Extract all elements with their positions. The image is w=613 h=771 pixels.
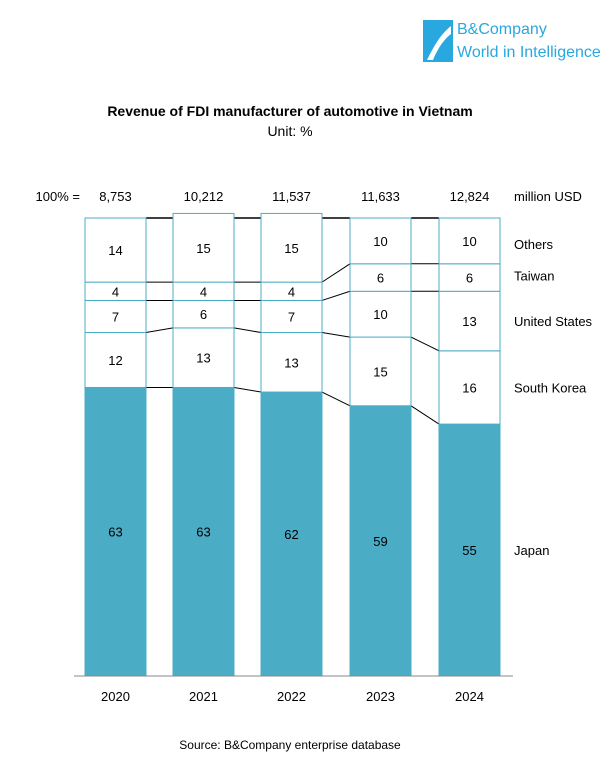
series-connector-line <box>321 391 351 407</box>
bar-segment <box>84 299 147 334</box>
x-tick-label: 2022 <box>277 689 306 704</box>
bar-segment <box>438 290 501 352</box>
series-connector-line <box>410 336 440 352</box>
x-tick-label: 2020 <box>101 689 130 704</box>
data-label: 63 <box>108 525 122 540</box>
total-value-label: 11,537 <box>272 189 311 204</box>
bar-segment <box>438 217 501 265</box>
x-tick-label: 2023 <box>366 689 395 704</box>
data-label: 7 <box>112 309 119 324</box>
data-label: 10 <box>462 234 476 249</box>
bar-segment <box>172 327 235 388</box>
total-value-label: 11,633 <box>361 189 400 204</box>
bar-segment <box>172 299 235 329</box>
data-label: 10 <box>373 307 387 322</box>
bar-segment <box>349 217 412 265</box>
bar-segment <box>172 386 235 677</box>
data-label: 7 <box>288 309 295 324</box>
data-label: 10 <box>373 234 387 249</box>
total-value-label: 12,824 <box>450 189 490 204</box>
bar-segment <box>260 212 323 283</box>
series-connector-line <box>410 405 440 425</box>
data-label: 6 <box>466 271 473 286</box>
data-label: 6 <box>377 271 384 286</box>
bar-segment <box>438 263 501 292</box>
series-connector-line <box>321 290 351 301</box>
data-label: 6 <box>200 307 207 322</box>
source-note: Source: B&Company enterprise database <box>179 738 401 752</box>
legend-label: South Korea <box>514 380 587 395</box>
series-connector-line <box>233 327 262 333</box>
series-connector-line <box>145 327 174 333</box>
data-label: 15 <box>196 241 210 256</box>
bar-segment <box>260 299 323 334</box>
brand-name: B&Company <box>457 21 547 38</box>
data-label: 59 <box>373 534 387 549</box>
totals-prefix-label: 100% = <box>36 189 80 204</box>
data-label: 4 <box>200 284 207 299</box>
brand-logo-icon <box>423 20 453 62</box>
bar-segment <box>260 391 323 677</box>
x-tick-label: 2024 <box>455 689 484 704</box>
brand-tagline: World in Intelligence <box>457 44 601 61</box>
bar-segment <box>438 350 501 425</box>
legend-label: Taiwan <box>514 269 554 284</box>
data-label: 55 <box>462 543 476 558</box>
data-label: 63 <box>196 525 210 540</box>
bar-segment <box>349 263 412 292</box>
data-label: 15 <box>284 241 298 256</box>
bar-segment <box>349 405 412 677</box>
data-label: 13 <box>284 355 298 370</box>
total-value-label: 8,753 <box>99 189 132 204</box>
data-label: 4 <box>288 284 295 299</box>
legend-label: Japan <box>514 543 549 558</box>
data-label: 12 <box>108 353 122 368</box>
x-tick-label: 2021 <box>189 689 218 704</box>
series-connector-line <box>321 263 351 283</box>
series-connector-line <box>233 386 262 393</box>
bar-segment <box>260 332 323 393</box>
data-label: 4 <box>112 284 119 299</box>
bar-segment <box>349 336 412 407</box>
brand-logo: B&Company World in Intelligence <box>423 18 608 66</box>
totals-unit-label: million USD <box>514 189 582 204</box>
bar-segment <box>438 423 501 677</box>
bar-segment <box>84 332 147 388</box>
bar-segment <box>84 386 147 677</box>
series-connector-line <box>321 332 351 338</box>
bar-segment <box>84 217 147 283</box>
chart-title: Revenue of FDI manufacturer of automotiv… <box>107 103 473 119</box>
chart-subtitle: Unit: % <box>267 123 313 139</box>
data-label: 13 <box>462 314 476 329</box>
data-label: 13 <box>196 351 210 366</box>
bar-segment <box>349 290 412 338</box>
total-value-label: 10,212 <box>184 189 224 204</box>
data-label: 14 <box>108 243 122 258</box>
legend-label: United States <box>514 314 593 329</box>
data-label: 16 <box>462 380 476 395</box>
legend-label: Others <box>514 237 554 252</box>
bar-segment <box>172 212 235 283</box>
data-label: 15 <box>373 364 387 379</box>
data-label: 62 <box>284 527 298 542</box>
